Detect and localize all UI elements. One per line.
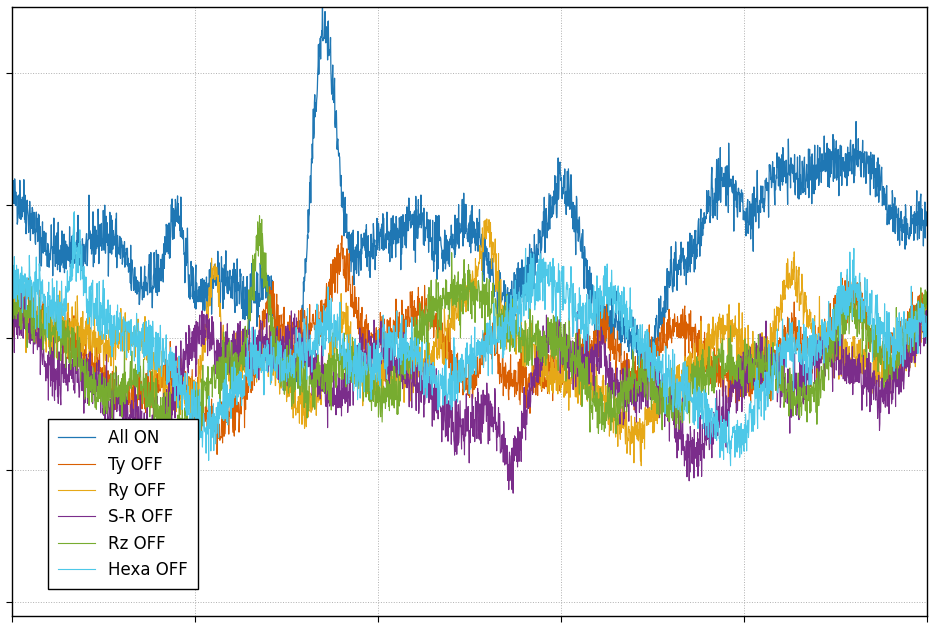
Line: All ON: All ON bbox=[12, 1, 927, 395]
Rz OFF bbox=[185, 450, 196, 457]
Ry OFF bbox=[25, 298, 36, 305]
S-R OFF bbox=[361, 357, 373, 365]
All ON bbox=[517, 298, 529, 306]
Rz OFF bbox=[922, 291, 933, 299]
Ry OFF bbox=[753, 354, 764, 361]
Ry OFF bbox=[7, 323, 18, 331]
Ry OFF bbox=[636, 462, 647, 470]
Ty OFF bbox=[7, 298, 18, 305]
Ty OFF bbox=[517, 354, 529, 362]
S-R OFF bbox=[790, 372, 801, 380]
Ty OFF bbox=[211, 451, 222, 458]
Legend: All ON, Ty OFF, Ry OFF, S-R OFF, Rz OFF, Hexa OFF: All ON, Ty OFF, Ry OFF, S-R OFF, Rz OFF,… bbox=[49, 420, 198, 589]
Ty OFF bbox=[362, 356, 374, 364]
Rz OFF bbox=[362, 379, 374, 386]
All ON bbox=[282, 391, 293, 399]
S-R OFF bbox=[922, 336, 933, 344]
Ry OFF bbox=[790, 286, 801, 294]
Ty OFF bbox=[753, 376, 764, 384]
Ry OFF bbox=[824, 349, 835, 357]
Ty OFF bbox=[922, 301, 933, 309]
Rz OFF bbox=[25, 326, 36, 333]
Hexa OFF bbox=[922, 339, 933, 347]
Ty OFF bbox=[25, 317, 36, 324]
All ON bbox=[824, 146, 835, 153]
Rz OFF bbox=[7, 296, 18, 304]
S-R OFF bbox=[507, 489, 518, 497]
S-R OFF bbox=[517, 424, 529, 431]
Ty OFF bbox=[336, 232, 347, 239]
Ty OFF bbox=[824, 324, 835, 332]
S-R OFF bbox=[824, 336, 835, 344]
Hexa OFF bbox=[361, 367, 373, 374]
Hexa OFF bbox=[517, 281, 529, 288]
Rz OFF bbox=[753, 358, 764, 365]
Rz OFF bbox=[790, 398, 801, 405]
S-R OFF bbox=[7, 313, 18, 320]
Hexa OFF bbox=[7, 293, 18, 301]
Line: Ty OFF: Ty OFF bbox=[12, 236, 927, 455]
All ON bbox=[753, 208, 764, 216]
Hexa OFF bbox=[69, 208, 80, 215]
Rz OFF bbox=[824, 332, 835, 339]
All ON bbox=[922, 215, 933, 222]
All ON bbox=[7, 192, 18, 199]
Line: Ry OFF: Ry OFF bbox=[12, 219, 927, 466]
Ry OFF bbox=[922, 327, 933, 335]
All ON bbox=[317, 0, 328, 5]
All ON bbox=[790, 191, 801, 198]
Line: Rz OFF: Rz OFF bbox=[12, 216, 927, 453]
S-R OFF bbox=[753, 367, 764, 375]
S-R OFF bbox=[17, 278, 28, 285]
All ON bbox=[25, 220, 36, 227]
All ON bbox=[362, 252, 374, 260]
Hexa OFF bbox=[725, 462, 736, 470]
Hexa OFF bbox=[753, 377, 764, 384]
Rz OFF bbox=[254, 212, 265, 220]
Ry OFF bbox=[481, 215, 492, 223]
Hexa OFF bbox=[824, 333, 835, 340]
Ty OFF bbox=[790, 348, 801, 355]
Rz OFF bbox=[517, 331, 529, 338]
Hexa OFF bbox=[25, 277, 36, 284]
Ry OFF bbox=[361, 390, 373, 398]
Line: Hexa OFF: Hexa OFF bbox=[12, 212, 927, 466]
Line: S-R OFF: S-R OFF bbox=[12, 281, 927, 493]
Hexa OFF bbox=[790, 348, 801, 355]
Ry OFF bbox=[517, 362, 529, 369]
S-R OFF bbox=[26, 332, 37, 339]
